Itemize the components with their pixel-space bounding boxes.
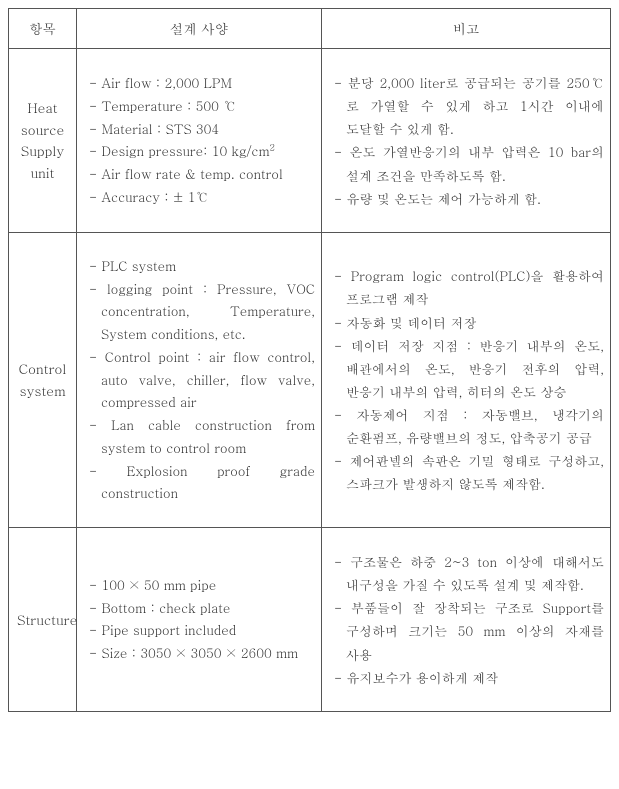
spec-line: - Control point : air flow control, auto… <box>87 346 315 414</box>
note-cell: - 구조물은 하중 2~3 ton 이상에 대해서도 내구성을 가질 수 있도록… <box>322 528 611 712</box>
note-cell: - 분당 2,000 liter로 공급되는 공기를 250℃로 가열할 수 있… <box>322 49 611 233</box>
item-cell: Heat source Supply unit <box>9 49 77 233</box>
header-spec: 설계 사양 <box>77 9 322 49</box>
note-line: - 데이터 저장 지점 : 반응기 내부의 온도, 배관에서의 온도, 반응기 … <box>332 334 604 403</box>
spec-cell: - PLC system - logging point : Pressure,… <box>77 232 322 527</box>
table-row: Heat source Supply unit - Air flow : 2,0… <box>9 49 611 233</box>
table-row: Structure - 100 × 50 mm pipe - Bottom : … <box>9 528 611 712</box>
note-line: - 제어판넬의 속판은 기밀 형태로 구성하고, 스파크가 발생하지 않도록 제… <box>332 449 604 495</box>
note-line: - 유지보수가 용이하게 제작 <box>332 666 604 689</box>
note-line: - 분당 2,000 liter로 공급되는 공기를 250℃로 가열할 수 있… <box>332 71 604 140</box>
note-line: - 부품들이 잘 장착되는 구조로 Support를 구성하며 크기는 50 m… <box>332 596 604 665</box>
header-item: 항목 <box>9 9 77 49</box>
header-row: 항목 설계 사양 비고 <box>9 9 611 49</box>
spec-line: - 100 × 50 mm pipe <box>87 574 315 597</box>
spec-line: - Air flow : 2,000 LPM <box>87 72 315 95</box>
spec-line: - Accuracy : ± 1℃ <box>87 186 315 209</box>
spec-line: - logging point : Pressure, VOC concentr… <box>87 278 315 346</box>
note-line: - 자동화 및 데이터 저장 <box>332 311 604 334</box>
note-line: - 유량 및 온도는 제어 가능하게 함. <box>332 187 604 210</box>
item-cell: Control system <box>9 232 77 527</box>
spec-table: 항목 설계 사양 비고 Heat source Supply unit - Ai… <box>8 8 611 712</box>
spec-line: - Explosion proof grade construction <box>87 460 315 506</box>
spec-line: - Lan cable construction from system to … <box>87 414 315 460</box>
note-line: - 온도 가열반응기의 내부 압력은 10 bar의 설계 조건을 만족하도록 … <box>332 140 604 186</box>
spec-line: - Pipe support included <box>87 619 315 642</box>
note-cell: - Program logic control(PLC)을 활용하여 프로그램 … <box>322 232 611 527</box>
spec-line: - Size : 3050 × 3050 × 2600 mm <box>87 642 315 665</box>
header-note: 비고 <box>322 9 611 49</box>
spec-line: - Material : STS 304 <box>87 118 315 141</box>
item-cell: Structure <box>9 528 77 712</box>
spec-line: - Temperature : 500 ℃ <box>87 95 315 118</box>
spec-line: - Air flow rate & temp. control <box>87 163 315 186</box>
table-row: Control system - PLC system - logging po… <box>9 232 611 527</box>
spec-line: - Design pressure: 10 kg/cm2 <box>87 140 315 163</box>
note-line: - 구조물은 하중 2~3 ton 이상에 대해서도 내구성을 가질 수 있도록… <box>332 550 604 596</box>
note-line: - Program logic control(PLC)을 활용하여 프로그램 … <box>332 264 604 310</box>
spec-line: - Bottom : check plate <box>87 597 315 620</box>
note-line: - 자동제어 지점 : 자동밸브, 냉각기의 순환펌프, 유량밸브의 정도, 압… <box>332 403 604 449</box>
spec-line: - PLC system <box>87 255 315 278</box>
spec-cell: - Air flow : 2,000 LPM - Temperature : 5… <box>77 49 322 233</box>
spec-cell: - 100 × 50 mm pipe - Bottom : check plat… <box>77 528 322 712</box>
